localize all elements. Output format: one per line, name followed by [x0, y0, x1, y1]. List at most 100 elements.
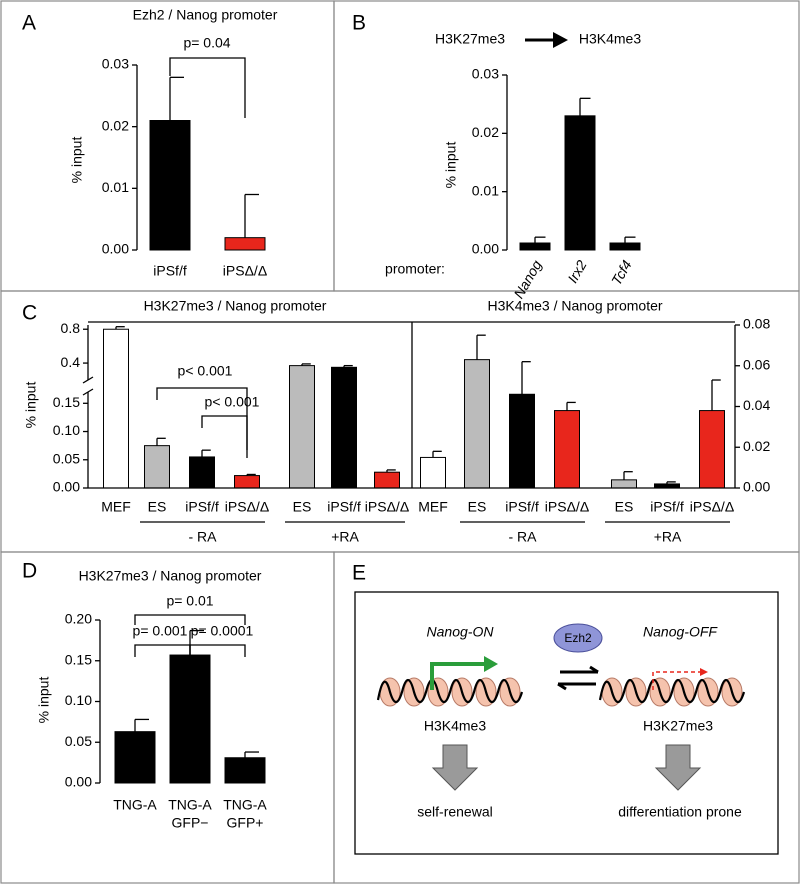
diagram-frame: [354, 591, 779, 855]
y-tick-label: 0.02: [743, 438, 770, 454]
x-tick-label: ES: [615, 499, 634, 515]
y-tick-label: 0.06: [743, 356, 770, 372]
y-tick-label: 0.04: [743, 397, 770, 413]
frame: [88, 321, 735, 488]
bar: [519, 242, 551, 251]
label: H3K4me3: [424, 718, 486, 734]
annotation: p= 0.0001: [191, 623, 254, 639]
y-tick-label: 0.01: [102, 179, 129, 195]
x-tick-label: MEF: [101, 499, 131, 515]
chart-title: H3K27me3 / Nanog promoter: [79, 568, 262, 584]
y-axis-label: % input: [23, 382, 39, 429]
nucleosomes: [376, 677, 746, 707]
label: H3K27me3: [643, 718, 713, 734]
y-tick-label: 0.20: [65, 611, 92, 627]
group-label: +RA: [654, 529, 682, 545]
x-tick-label: iPSf/f: [650, 499, 684, 515]
label: differentiation prone: [618, 804, 742, 820]
label: Nanog-ON: [427, 624, 495, 640]
active-arrow: [430, 662, 486, 690]
bar: [509, 393, 535, 489]
bar: [699, 410, 725, 489]
y-tick-label: 0.15: [53, 394, 80, 410]
x-tick-label: GFP−: [172, 815, 209, 831]
y-tick-label: 0.05: [65, 733, 92, 749]
x-tick-label: iPSΔ/Δ: [690, 499, 734, 515]
bar: [224, 757, 266, 784]
y-axis-label: % input: [443, 142, 459, 189]
panel-letter: C: [22, 302, 37, 325]
down-arrow: [431, 744, 479, 791]
x-tick-label: Irx2: [564, 257, 590, 285]
group-label: - RA: [509, 529, 538, 545]
x-tick-label: iPSΔ/Δ: [365, 499, 409, 515]
group-label: - RA: [189, 529, 218, 545]
y-tick-label: 0.10: [53, 422, 80, 438]
active-arrow-head: [484, 656, 498, 672]
axis-break: [82, 376, 94, 396]
y-tick-label: 0.08: [743, 316, 770, 332]
label: Nanog-OFF: [643, 624, 718, 640]
label: self-renewal: [417, 804, 492, 820]
dna: [376, 678, 524, 704]
annotation: p= 0.01: [166, 593, 213, 609]
bar: [564, 115, 596, 251]
y-tick-label: 0.4: [61, 354, 81, 370]
y-tick-label: 0.03: [472, 66, 499, 82]
x-tick-label: iPSf/f: [327, 499, 361, 515]
x-tick-label: iPSΔ/Δ: [225, 499, 269, 515]
x-tick-label: TNG-A: [113, 797, 157, 813]
chart-title: H3K27me3 / Nanog promoter: [144, 298, 327, 314]
panel-letter: B: [352, 12, 366, 35]
x-tick-label: iPSf/f: [505, 499, 539, 515]
bar: [189, 456, 215, 489]
y-tick-label: 0.02: [102, 117, 129, 133]
chart-title: Ezh2 / Nanog promoter: [133, 7, 278, 23]
annotation: p< 0.001: [205, 394, 260, 410]
y-tick-label: 0.02: [472, 124, 499, 140]
bracket: [189, 644, 246, 657]
y-tick-label: 0.00: [472, 241, 499, 257]
x-tick-label: MEF: [418, 499, 448, 515]
bracket: [134, 614, 246, 625]
bar: [234, 475, 260, 489]
annotation: p< 0.001: [178, 363, 233, 379]
annotation: p= 0.001: [133, 623, 188, 639]
y-tick-label: 0.00: [65, 774, 92, 790]
x-tick-label: Nanog: [510, 257, 545, 301]
bar: [224, 237, 266, 251]
inactive-arrow-head: [700, 668, 708, 676]
bar: [103, 328, 129, 489]
panel-letter: E: [352, 562, 366, 585]
arrow-head: [553, 32, 568, 48]
bar: [114, 731, 156, 784]
bar: [144, 445, 170, 489]
x-tick-label: ES: [148, 499, 167, 515]
x-tick-label: GFP+: [227, 815, 264, 831]
x-tick-label: TNG-A: [223, 797, 267, 813]
panel-box: [333, 551, 800, 884]
bar: [464, 359, 490, 489]
x-tick-label: iPSf/f: [185, 499, 219, 515]
annotation: p= 0.04: [183, 35, 230, 51]
x-tick-label: iPSf/f: [153, 263, 187, 279]
bracket: [169, 57, 246, 118]
y-tick-label: 0.8: [61, 320, 81, 336]
y-axis-label: % input: [69, 137, 85, 184]
chart-title: H3K4me3 / Nanog promoter: [487, 298, 662, 314]
bar: [611, 479, 637, 489]
group-label: +RA: [331, 529, 359, 545]
y-tick-label: 0.00: [102, 241, 129, 257]
bar: [374, 471, 400, 489]
dna: [598, 678, 746, 704]
y-axis-label: % input: [36, 677, 52, 724]
panel-letter: A: [22, 12, 36, 35]
y-tick-label: 0.15: [65, 651, 92, 667]
enzyme: Ezh2: [564, 631, 592, 645]
bar: [420, 456, 446, 489]
equilibrium-arrows: [557, 665, 599, 691]
x-axis-label: promoter:: [385, 261, 445, 277]
bar: [554, 410, 580, 489]
y-tick-label: 0.10: [65, 692, 92, 708]
